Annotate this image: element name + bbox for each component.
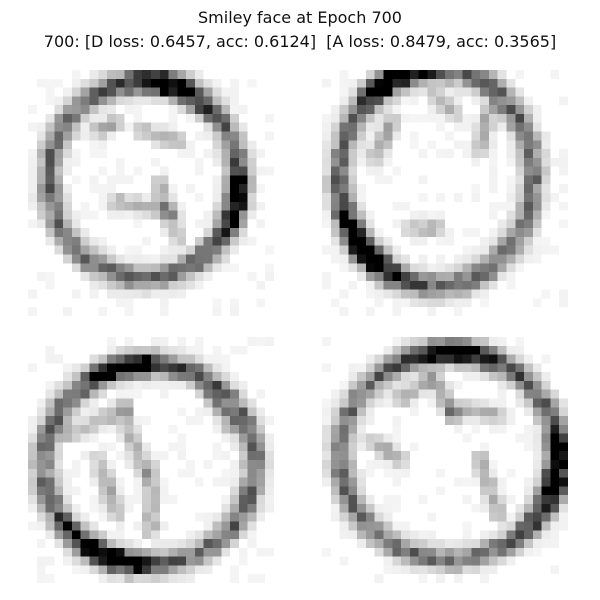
training-metrics-caption: 700: [D loss: 0.6457, acc: 0.6124] [A lo… <box>43 32 557 51</box>
sample-1-pixel-grid <box>28 70 274 316</box>
sample-4-pixel-grid <box>322 337 568 583</box>
sample-2-pixel-grid <box>322 70 568 316</box>
generated-sample-3 <box>28 337 274 583</box>
sample-3-pixel-grid <box>28 337 274 583</box>
generated-sample-2 <box>322 70 568 316</box>
generated-sample-1 <box>28 70 274 316</box>
figure-title: Smiley face at Epoch 700 <box>198 8 402 27</box>
generated-sample-4 <box>322 337 568 583</box>
